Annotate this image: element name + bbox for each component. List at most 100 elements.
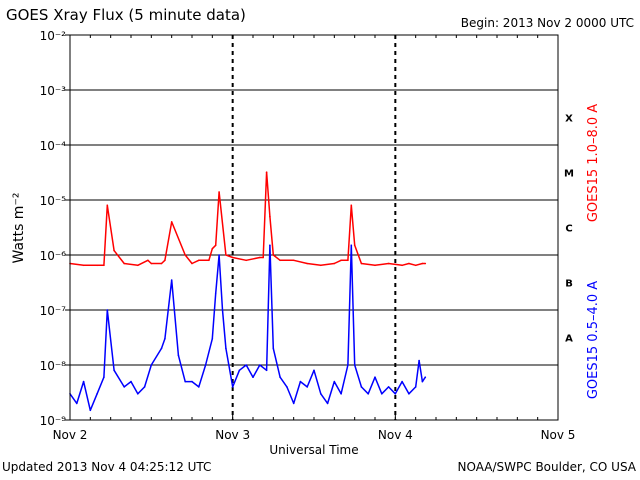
updated-timestamp: Updated 2013 Nov 4 04:25:12 UTC (2, 460, 212, 474)
data-point (353, 364, 356, 366)
data-point (218, 191, 220, 193)
x-tick-label: Nov 4 (378, 428, 413, 442)
series-long-line (69, 171, 426, 267)
y-tick-label: 10⁻⁷ (40, 304, 67, 318)
data-point (414, 264, 417, 267)
y-tick-label: 10⁻⁸ (40, 359, 67, 373)
data-point (76, 402, 78, 405)
data-point (82, 264, 85, 267)
data-point (89, 409, 92, 412)
data-point (82, 380, 85, 383)
data-point (252, 376, 254, 379)
data-point (374, 264, 376, 267)
data-point (424, 376, 427, 379)
data-point (313, 369, 315, 372)
data-point (347, 364, 349, 366)
data-point (350, 244, 353, 247)
data-point (414, 386, 417, 388)
data-point (245, 364, 247, 366)
data-point (299, 380, 302, 383)
data-point (130, 380, 132, 383)
data-point (211, 247, 214, 250)
data-point (340, 259, 342, 262)
data-point (333, 262, 336, 265)
data-point (106, 309, 109, 311)
data-point (113, 369, 115, 372)
data-point (381, 393, 383, 395)
data-point (353, 244, 356, 247)
data-point (259, 364, 261, 366)
data-point (113, 249, 115, 252)
data-point (164, 338, 166, 340)
data-point (211, 338, 214, 340)
x-tick-label: Nov 3 (215, 428, 250, 442)
data-point (374, 376, 376, 379)
data-point (279, 259, 281, 262)
data-point (279, 376, 281, 379)
data-point (198, 259, 200, 262)
data-point (123, 262, 125, 265)
data-point (103, 264, 105, 267)
data-point (225, 347, 227, 350)
data-point (150, 364, 153, 366)
data-point (184, 380, 186, 383)
data-point (424, 262, 427, 265)
series-legend: GOES15 1.0–8.0 A GOES15 0.5–4.0 A (586, 104, 601, 399)
flare-class-label: C (565, 224, 572, 235)
flare-class-label: B (565, 279, 573, 290)
y-tick-label: 10⁻³ (40, 84, 67, 98)
data-point (292, 402, 295, 405)
data-point (238, 369, 241, 372)
data-point (350, 204, 353, 207)
y-tick-label: 10⁻⁵ (40, 194, 67, 208)
data-point (265, 369, 268, 372)
x-tick-label: Nov 2 (53, 428, 88, 442)
data-point (408, 262, 410, 265)
data-point (184, 254, 186, 256)
data-point (418, 359, 420, 362)
y-tick-label: 10⁻² (40, 29, 67, 43)
series-group (69, 244, 427, 412)
data-point (360, 262, 363, 265)
x-tick-label: Nov 5 (541, 428, 576, 442)
chart-title: GOES Xray Flux (5 minute data) (6, 6, 246, 24)
data-point (96, 264, 98, 267)
data-point (191, 380, 193, 383)
data-point (231, 256, 234, 259)
data-point (265, 171, 268, 173)
data-point (394, 393, 397, 395)
data-point (326, 402, 329, 405)
data-point (221, 309, 224, 311)
data-point (103, 376, 105, 379)
legend-entry: GOES15 0.5–4.0 A (586, 281, 601, 399)
data-point (150, 262, 153, 265)
data-point (218, 254, 220, 256)
data-point (360, 386, 363, 388)
y-axis-ticks: 10⁻⁹ 10⁻⁸ 10⁻⁷ 10⁻⁶ 10⁻⁵ 10⁻⁴ 10⁻³ 10⁻² (40, 29, 70, 428)
data-point (320, 393, 322, 395)
series-short-line (69, 244, 426, 412)
data-point (259, 256, 261, 259)
data-point (204, 364, 207, 366)
data-point (123, 386, 125, 388)
data-point (214, 244, 217, 247)
data-point (306, 262, 309, 265)
data-point (231, 386, 234, 388)
data-point (292, 259, 295, 262)
data-point (269, 244, 271, 247)
data-point (272, 254, 275, 256)
data-point (191, 262, 193, 265)
data-point (306, 386, 309, 388)
flare-class-label: X (565, 114, 573, 125)
credit-label: NOAA/SWPC Boulder, CO USA (457, 460, 636, 474)
data-point (269, 215, 271, 218)
data-point (170, 221, 173, 223)
data-point (286, 386, 288, 388)
plot-frame (69, 34, 559, 421)
data-point (408, 393, 410, 395)
data-point (401, 264, 403, 267)
y-tick-label: 10⁻⁶ (40, 249, 67, 263)
data-point (143, 386, 146, 388)
series-layer (69, 171, 427, 412)
day-divider-lines (231, 35, 397, 420)
